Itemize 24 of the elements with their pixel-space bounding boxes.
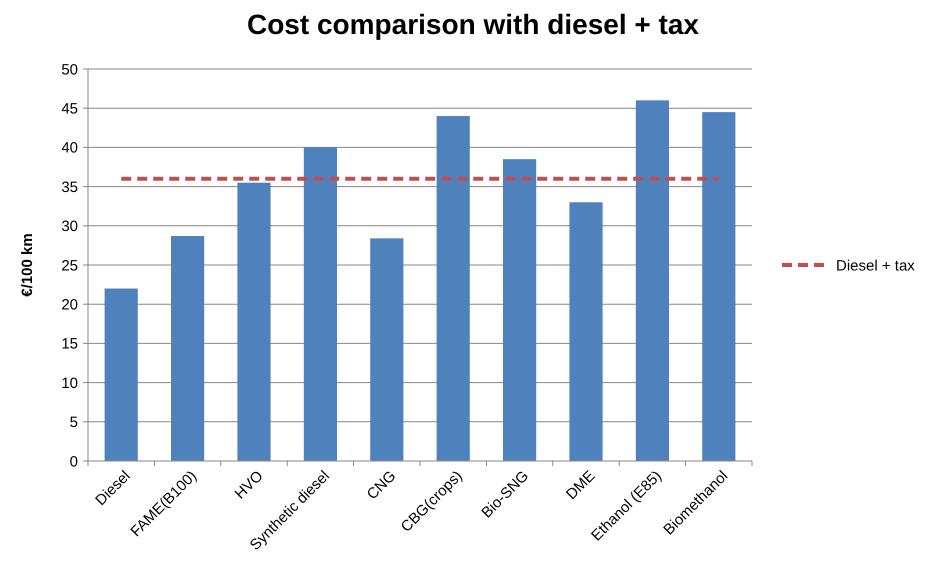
- bar: [104, 288, 138, 461]
- bar: [304, 147, 337, 461]
- y-tick-label: 30: [61, 218, 78, 236]
- bar: [436, 116, 470, 461]
- y-tick-label: 20: [61, 296, 78, 314]
- legend-label: Diesel + tax: [836, 257, 916, 274]
- y-tick-label: 50: [61, 61, 78, 78]
- y-tick-label: 40: [61, 140, 78, 157]
- y-tick-label: 15: [61, 336, 78, 353]
- bar: [569, 202, 603, 461]
- bar: [237, 182, 271, 461]
- y-axis-title: €/100 km: [19, 233, 36, 297]
- y-tick-label: 10: [61, 374, 78, 392]
- bar: [370, 238, 404, 461]
- y-tick-label: 45: [61, 100, 78, 118]
- chart-title: Cost comparison with diesel + tax: [246, 9, 700, 40]
- bar: [702, 112, 736, 461]
- bar: [503, 159, 536, 461]
- bar: [636, 100, 669, 461]
- y-tick-label: 5: [70, 414, 78, 432]
- y-tick-label: 35: [61, 178, 78, 196]
- y-tick-label: 0: [70, 453, 78, 470]
- y-tick-label: 25: [61, 257, 78, 274]
- bar: [171, 236, 204, 461]
